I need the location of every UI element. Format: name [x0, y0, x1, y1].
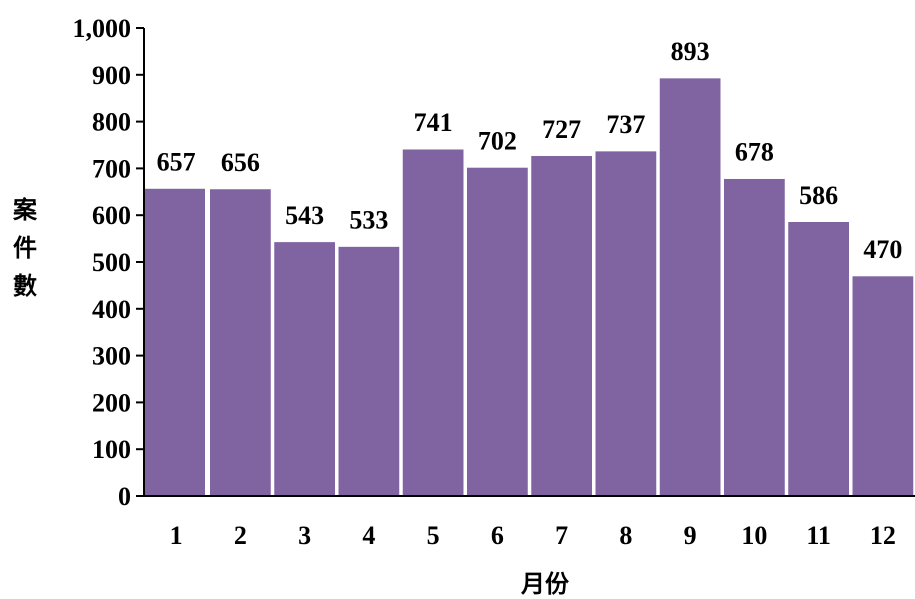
- y-tick-label: 300: [92, 342, 131, 371]
- data-label: 533: [349, 206, 388, 235]
- y-tick-label: 900: [92, 61, 131, 90]
- data-label: 702: [478, 126, 517, 155]
- x-tick-label: 1: [170, 521, 183, 550]
- data-label: 678: [735, 138, 774, 167]
- x-tick-label: 5: [427, 521, 440, 550]
- data-label: 893: [671, 37, 710, 66]
- data-label: 737: [606, 110, 645, 139]
- bar-month-3: [273, 241, 336, 497]
- y-tick-label: 100: [92, 435, 131, 464]
- data-label: 727: [542, 115, 581, 144]
- x-tick-label: 3: [298, 521, 311, 550]
- bar-month-1: [143, 188, 206, 497]
- data-label: 586: [799, 181, 838, 210]
- y-tick-label: 0: [118, 482, 131, 511]
- y-tick-label: 600: [92, 201, 131, 230]
- bar-month-12: [852, 275, 914, 497]
- x-tick-label: 7: [555, 521, 568, 550]
- x-tick-label: 6: [491, 521, 504, 550]
- data-label: 657: [157, 148, 196, 177]
- bar-month-11: [787, 221, 850, 497]
- bar-month-7: [530, 155, 593, 497]
- bar-month-8: [595, 150, 657, 497]
- data-label: 470: [863, 235, 902, 264]
- x-axis-ticks: 1 2 3 4 5 6 7 8 9 10 11 12: [170, 521, 896, 550]
- data-label: 543: [285, 201, 324, 230]
- y-axis-label: 案件數: [12, 196, 38, 300]
- y-tick-label: 700: [92, 154, 131, 183]
- bars: [143, 77, 914, 497]
- y-tick-label: 800: [92, 108, 131, 137]
- data-label: 741: [414, 108, 453, 137]
- x-tick-label: 8: [619, 521, 632, 550]
- x-tick-label: 4: [362, 521, 375, 550]
- bar-month-4: [338, 246, 400, 497]
- data-labels: 657 656 543 533 741 702 727 737 893 678 586 470: [157, 37, 903, 264]
- x-tick-label: 10: [741, 521, 767, 550]
- x-tick-label: 12: [870, 521, 896, 550]
- bar-month-10: [723, 178, 786, 497]
- y-tick-label: 1,000: [73, 14, 132, 43]
- bar-month-9: [659, 77, 721, 497]
- bar-month-6: [466, 167, 529, 497]
- x-tick-label: 2: [234, 521, 247, 550]
- bar-month-2: [209, 188, 272, 497]
- y-tick-label: 500: [92, 248, 131, 277]
- y-axis-label-text: 案件數: [12, 196, 38, 300]
- x-tick-label: 11: [806, 521, 831, 550]
- x-axis-label: 月份: [520, 570, 570, 598]
- data-label: 656: [221, 148, 260, 177]
- x-tick-label: 9: [684, 521, 697, 550]
- bar-month-5: [402, 148, 464, 497]
- y-tick-label: 400: [92, 295, 131, 324]
- y-axis-ticks: 0 100 200 300 400 500 600 700 800 900 1,000: [73, 14, 144, 511]
- y-tick-label: 200: [92, 388, 131, 417]
